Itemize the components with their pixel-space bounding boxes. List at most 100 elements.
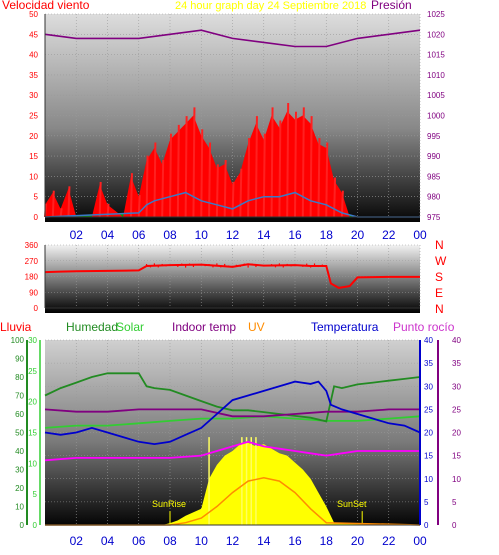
- legend-humedad: Humedad: [66, 320, 118, 334]
- legend-punto-rocio: Punto rocío: [393, 320, 455, 334]
- indoor-tick: 40: [452, 336, 461, 345]
- humidity-tick: 100: [11, 336, 25, 345]
- solar-area: [45, 442, 420, 525]
- wind-axes: 0510152025303540455097598098599099510001…: [29, 10, 445, 242]
- compass-label: S: [435, 270, 443, 284]
- wind-speed-tick: 10: [29, 172, 38, 181]
- wind-speed-tick: 20: [29, 132, 38, 141]
- direction-series: [44, 263, 420, 289]
- indoor-tick: 15: [452, 452, 461, 461]
- temperature-tick: 30: [424, 382, 433, 391]
- wind-gust-spike: [301, 107, 305, 218]
- wind-gust-spike: [59, 208, 63, 218]
- wind-speed-tick: 0: [34, 213, 39, 222]
- direction-tick: 180: [25, 273, 39, 282]
- humidity-tick: 90: [15, 355, 24, 364]
- wind-gust-spike: [67, 186, 71, 218]
- pressure-tick: 990: [427, 152, 441, 161]
- legend-lluvia: Lluvia: [0, 320, 32, 334]
- x-tick-label: 02: [70, 228, 84, 242]
- wind-gust-spike: [200, 129, 204, 218]
- indoor-tick: 10: [452, 475, 461, 484]
- humidity-tick: 50: [15, 429, 24, 438]
- indoor-tick: 5: [452, 498, 457, 507]
- x-tick-label: 00: [413, 228, 427, 242]
- humidity-tick: 70: [15, 392, 24, 401]
- wind-gust-spike: [270, 107, 274, 218]
- pressure-tick: 980: [427, 193, 441, 202]
- wind-gust-spike: [176, 124, 180, 218]
- indoor-tick: 30: [452, 382, 461, 391]
- x-tick-label: 10: [195, 228, 209, 242]
- indoor-tick: 35: [452, 359, 461, 368]
- wind-speed-tick: 15: [29, 152, 38, 161]
- wind-gust-spike: [294, 111, 297, 218]
- humidity-tick: 20: [15, 484, 24, 493]
- x-tick-label: 00: [413, 534, 427, 548]
- wind-gust-spike: [153, 142, 157, 218]
- direction-tick: 90: [29, 288, 38, 297]
- x-tick-label: 14: [257, 534, 271, 548]
- compass-label: W: [435, 254, 447, 268]
- sunset-label: SunSet: [337, 499, 367, 509]
- x-tick-label: 02: [70, 534, 84, 548]
- compass-label: E: [435, 286, 443, 300]
- wind-gust-spike: [51, 190, 55, 218]
- wind-gust-spike: [145, 155, 149, 218]
- wind-speed-tick: 30: [29, 91, 38, 100]
- wind-speed-tick: 5: [34, 193, 39, 202]
- legend-indoor-temp: Indoor temp: [172, 320, 236, 334]
- green-mid-line: [44, 415, 421, 429]
- compass-label: N: [435, 302, 444, 316]
- solar-tick: 0: [33, 521, 38, 530]
- solar-tick: 30: [28, 336, 37, 345]
- sunrise-label: SunRise: [152, 499, 186, 509]
- dewpoint-line: [44, 440, 420, 462]
- temperature-tick: 40: [424, 336, 433, 345]
- pressure-tick: 975: [427, 213, 441, 222]
- indoor-temp-line: [44, 408, 420, 418]
- wind-average-line: [44, 191, 420, 218]
- wind-speed-axis-label: Velocidad viento: [2, 0, 90, 12]
- wind-gust-spike: [98, 181, 102, 218]
- wind-gust-spike: [309, 116, 313, 218]
- temperature-tick: 20: [424, 429, 433, 438]
- direction-tick: 270: [25, 257, 39, 266]
- pressure-tick: 1005: [427, 91, 445, 100]
- humidity-tick: 80: [15, 373, 24, 382]
- x-tick-label: 20: [351, 228, 365, 242]
- legend-uv: UV: [248, 320, 265, 334]
- x-tick-label: 06: [132, 534, 146, 548]
- x-tick-label: 04: [101, 534, 115, 548]
- pressure-tick: 1000: [427, 112, 445, 121]
- solar-tick: 5: [33, 490, 38, 499]
- compass-label: N: [435, 238, 444, 252]
- x-tick-label: 18: [320, 534, 334, 548]
- humidity-tick: 60: [15, 410, 24, 419]
- indoor-tick: 25: [452, 405, 461, 414]
- x-tick-label: 04: [101, 228, 115, 242]
- pressure-tick: 1025: [427, 10, 445, 19]
- wind-gust-spike: [129, 173, 133, 218]
- solar-tick: 25: [28, 367, 37, 376]
- temperature-line: [44, 380, 421, 446]
- wind-direction-line: [44, 263, 420, 289]
- pressure-line: [44, 29, 421, 48]
- humidity-tick: 10: [15, 503, 24, 512]
- indoor-tick: 0: [452, 521, 457, 530]
- wind-gust-spike: [192, 107, 196, 218]
- wind-gust-spike: [137, 195, 141, 218]
- x-tick-label: 08: [163, 534, 177, 548]
- temperature-tick: 25: [424, 405, 433, 414]
- direction-tick: 0: [34, 304, 39, 313]
- direction-tick: 360: [25, 241, 39, 250]
- chart-title: 24 hour graph day 24 Septiembre 2018: [175, 0, 366, 12]
- wind-gust-spike: [208, 142, 212, 218]
- pressure-tick: 995: [427, 132, 441, 141]
- x-tick-label: 06: [132, 228, 146, 242]
- climate-series: [44, 372, 421, 526]
- x-tick-label: 14: [257, 228, 271, 242]
- wind-gust-spike: [223, 159, 227, 218]
- x-tick-label: 18: [320, 228, 334, 242]
